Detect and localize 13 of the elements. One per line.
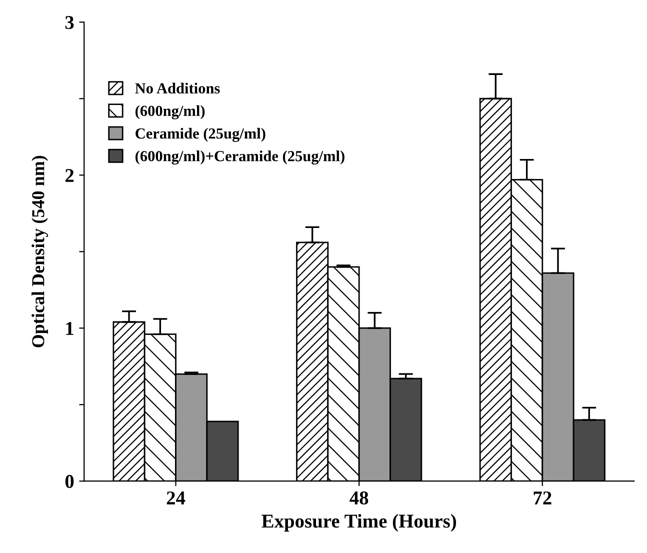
- x-tick-label: 72: [534, 491, 552, 504]
- x-tick-label: 48: [350, 491, 368, 505]
- legend-label: Ceramide (25ug/ml): [136, 128, 266, 142]
- y-tick-label: 3: [65, 16, 74, 30]
- legend-label: (600ng/ml)+Ceramide (25ug/ml): [136, 150, 344, 165]
- x-tick-label: 24: [166, 491, 186, 504]
- legend-label: (600ng/ml): [136, 105, 205, 120]
- y-tick-label: 1: [66, 322, 74, 335]
- y-axis-title: Optical Density (540 nm): [32, 156, 48, 348]
- legend-label: No Additions: [135, 82, 220, 94]
- x-axis-title: Exposure Time (Hours): [262, 514, 456, 532]
- y-tick-label: 2: [65, 168, 74, 182]
- y-tick-label: 0: [65, 474, 74, 488]
